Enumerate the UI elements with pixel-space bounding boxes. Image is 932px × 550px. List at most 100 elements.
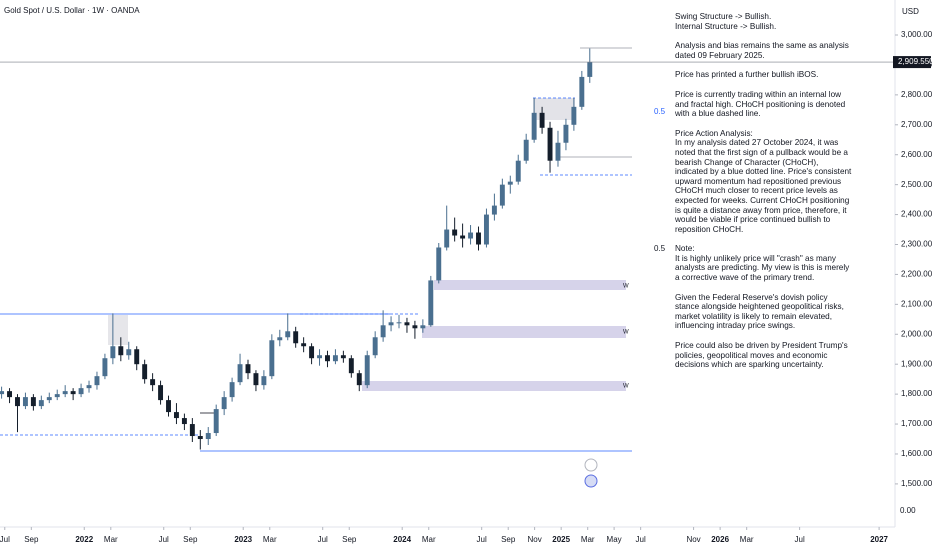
candle-body bbox=[150, 379, 156, 386]
candle-body bbox=[531, 112, 537, 140]
note-text: Analysis and bias remains the same as an… bbox=[675, 41, 849, 60]
note-block: Swing Structure -> Bullish. Internal Stru… bbox=[675, 12, 853, 31]
x-tick-label: Mar bbox=[740, 535, 754, 544]
y-tick-label: 2,500.000 bbox=[901, 180, 932, 189]
candle-body bbox=[46, 397, 52, 401]
x-tick-label: Mar bbox=[104, 535, 118, 544]
note-block: Price is currently trading within an int… bbox=[675, 90, 853, 119]
event-icon[interactable] bbox=[584, 458, 598, 472]
x-tick-label: Sep bbox=[183, 535, 198, 544]
currency-label: USD bbox=[902, 7, 919, 16]
zone-label: W bbox=[623, 284, 629, 290]
x-tick-label: Mar bbox=[422, 535, 436, 544]
y-tick-label: 1,500.000 bbox=[901, 479, 932, 488]
candle-body bbox=[62, 391, 68, 395]
candle-body bbox=[372, 337, 378, 356]
note-block: Given the Federal Reserve's dovish polic… bbox=[675, 293, 853, 331]
candle-body bbox=[78, 388, 84, 395]
x-tick-label: Jul bbox=[636, 535, 646, 544]
candle-body bbox=[38, 400, 44, 407]
candle-body bbox=[213, 409, 219, 434]
candle-body bbox=[396, 322, 402, 324]
candle-body bbox=[301, 343, 307, 347]
candle-body bbox=[460, 235, 466, 239]
candle-body bbox=[22, 397, 28, 407]
candle-body bbox=[30, 397, 36, 407]
candle-body bbox=[205, 433, 211, 440]
note-text: In my analysis dated 27 October 2024, it… bbox=[675, 138, 852, 234]
demand-zone bbox=[362, 381, 626, 391]
candle-body bbox=[404, 322, 410, 326]
candle-body bbox=[221, 397, 227, 410]
note-block: Price Action Analysis: In my analysis dat… bbox=[675, 129, 853, 235]
analysis-notes: Swing Structure -> Bullish. Internal Stru… bbox=[675, 12, 853, 380]
note-text: Internal Structure -> Bullish. bbox=[675, 21, 777, 31]
level-label: 0.5 bbox=[654, 107, 666, 116]
candle-body bbox=[142, 364, 148, 380]
candle-body bbox=[579, 76, 585, 107]
candle-body bbox=[94, 376, 100, 386]
candle-body bbox=[253, 373, 259, 386]
candle-body bbox=[412, 325, 418, 329]
candle-body bbox=[126, 349, 132, 356]
candle-body bbox=[197, 436, 203, 440]
candle-body bbox=[86, 385, 92, 389]
x-tick-label: Sep bbox=[24, 535, 39, 544]
candle-body bbox=[118, 346, 124, 356]
candle-body bbox=[181, 418, 187, 425]
x-tick-label: Jul bbox=[795, 535, 805, 544]
candle-body bbox=[277, 337, 283, 341]
x-tick-label: Jul bbox=[159, 535, 169, 544]
candle-body bbox=[364, 355, 370, 386]
candle-body bbox=[229, 382, 235, 398]
candle-body bbox=[452, 229, 458, 236]
candle-body bbox=[285, 331, 291, 338]
x-tick-label: Mar bbox=[263, 535, 277, 544]
note-block: Note: It is highly unlikely price will "c… bbox=[675, 244, 853, 282]
candle-body bbox=[317, 355, 322, 359]
candle-body bbox=[237, 364, 243, 383]
x-tick-label: Nov bbox=[686, 535, 700, 544]
y-tick-label: 2,300.000 bbox=[901, 240, 932, 249]
grey-zone bbox=[108, 315, 128, 345]
candle-body bbox=[102, 358, 108, 377]
zone-label: W bbox=[623, 384, 629, 390]
candle-body bbox=[428, 280, 434, 326]
candle-body bbox=[245, 364, 251, 374]
note-text: Price is currently trading within an int… bbox=[675, 89, 846, 119]
demand-zone bbox=[434, 280, 626, 290]
x-tick-label: 2024 bbox=[393, 535, 411, 544]
event-icon[interactable] bbox=[584, 474, 598, 488]
note-text: Price Action Analysis: bbox=[675, 128, 753, 138]
candle-body bbox=[340, 355, 346, 359]
x-tick-label: Sep bbox=[342, 535, 357, 544]
y-tick-label: 2,200.000 bbox=[901, 270, 932, 279]
candle-body bbox=[515, 160, 521, 182]
note-block: Price could also be driven by President … bbox=[675, 341, 853, 370]
candle-body bbox=[563, 124, 569, 143]
y-tick-label: 2,700.000 bbox=[901, 120, 932, 129]
x-tick-label: Nov bbox=[527, 535, 541, 544]
zone-label: W bbox=[623, 330, 629, 336]
x-tick-label: Jul bbox=[0, 535, 10, 544]
note-text: Price has printed a further bullish iBOS… bbox=[675, 70, 819, 80]
note-text: Note: bbox=[675, 244, 695, 254]
chart-title: Gold Spot / U.S. Dollar · 1W · OANDA bbox=[4, 6, 140, 15]
candle-body bbox=[134, 349, 140, 365]
level-label: 0.5 bbox=[654, 244, 666, 253]
last-price-box bbox=[893, 56, 931, 69]
candle-body bbox=[571, 106, 577, 125]
y-tick-label: 2,800.000 bbox=[901, 90, 932, 99]
y-tick-label: 2,100.000 bbox=[901, 299, 932, 308]
candle-body bbox=[0, 391, 5, 395]
x-tick-label: 2023 bbox=[234, 535, 252, 544]
y-tick-label: 2,400.000 bbox=[901, 210, 932, 219]
candle-body bbox=[261, 376, 267, 386]
candle-body bbox=[507, 181, 513, 185]
x-tick-label: 2026 bbox=[711, 535, 729, 544]
note-text: Price could also be driven by President … bbox=[675, 341, 848, 370]
candle-body bbox=[309, 346, 315, 359]
note-block: Analysis and bias remains the same as an… bbox=[675, 41, 853, 60]
